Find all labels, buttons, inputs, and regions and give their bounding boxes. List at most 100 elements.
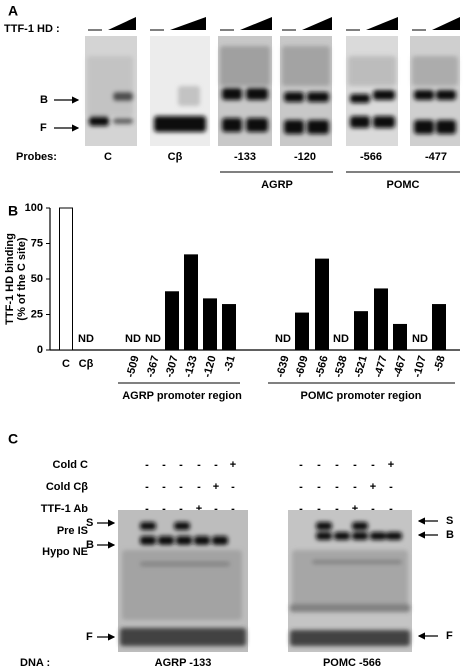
bar [222, 304, 236, 351]
gel-band [246, 118, 268, 132]
bar [184, 254, 198, 351]
probe-label: C [104, 151, 112, 163]
gel-band [386, 532, 402, 540]
sign: + [213, 481, 219, 493]
gel-band [350, 94, 370, 103]
dna-label: DNA : [20, 657, 50, 669]
bar [59, 207, 73, 351]
sign: - [317, 503, 321, 515]
band-label: B [446, 529, 454, 541]
sign: - [353, 459, 357, 471]
gel-band [334, 532, 350, 540]
band-label: B [40, 94, 48, 106]
gel-band [370, 532, 386, 540]
value-label: ND [333, 333, 349, 345]
sign: - [353, 481, 357, 493]
dose-triangle [366, 17, 398, 30]
x-tick-label: -107 [411, 354, 428, 378]
sign: - [371, 459, 375, 471]
group-label: POMC [387, 179, 420, 191]
gel-band [282, 46, 330, 86]
gel [280, 36, 332, 146]
bar [315, 258, 329, 351]
group-label: AGRP promoter region [122, 390, 242, 402]
x-tick-label: Cβ [79, 358, 94, 370]
x-tick-label: C [62, 358, 70, 370]
gel-band [414, 120, 434, 134]
gel-band [140, 536, 156, 545]
x-tick-label: -31 [222, 354, 238, 372]
sign: - [179, 503, 183, 515]
probe-label: -477 [425, 151, 447, 163]
sign: - [231, 481, 235, 493]
gel [150, 36, 210, 146]
gel-bands [154, 86, 206, 132]
dna-name: AGRP -133 [155, 657, 212, 669]
x-tick-label: -639 [274, 354, 291, 378]
probe-label: -566 [360, 151, 382, 163]
dose-triangle [170, 17, 206, 30]
bar [203, 298, 217, 351]
sign: + [352, 503, 358, 515]
y-tick-label: 75 [31, 237, 43, 249]
gel-band [292, 550, 408, 610]
sign: - [335, 481, 339, 493]
bar [165, 291, 179, 351]
x-tick-label: -58 [432, 354, 448, 372]
x-tick-label: -467 [391, 354, 408, 378]
band-label: B [86, 539, 94, 551]
sign: - [371, 503, 375, 515]
probe-label: -120 [294, 151, 316, 163]
gel-bands [290, 522, 410, 646]
sign: - [179, 481, 183, 493]
gel-band [316, 522, 332, 530]
gel [118, 510, 248, 652]
gel-band [307, 92, 329, 102]
gel-bands [282, 46, 330, 134]
x-tick-label: -566 [313, 354, 330, 378]
sign: - [389, 503, 393, 515]
gel-band [220, 46, 270, 86]
group-label: POMC promoter region [300, 390, 421, 402]
band-label: F [446, 630, 453, 642]
gel-band [120, 628, 246, 646]
gel [85, 36, 137, 146]
row-label: Cold Cβ [46, 481, 88, 493]
sign: - [335, 503, 339, 515]
gel-band [436, 120, 456, 134]
x-tick-label: -609 [293, 354, 310, 378]
gel-band [352, 532, 368, 540]
band-label: S [446, 515, 453, 527]
row-label: TTF-1 Ab [41, 503, 89, 515]
x-tick-label: -509 [124, 354, 141, 378]
bar [393, 323, 407, 351]
gel-band [307, 120, 329, 134]
gel-band [284, 120, 304, 134]
x-tick-label: -307 [163, 354, 180, 378]
gel [218, 36, 272, 146]
sign: - [162, 481, 166, 493]
row-label: Cold C [53, 459, 88, 471]
value-label: ND [78, 333, 94, 345]
y-tick-label: 0 [37, 344, 43, 356]
sign: - [335, 459, 339, 471]
bar [295, 312, 309, 351]
value-label: ND [145, 333, 161, 345]
x-tick-label: -538 [332, 354, 349, 378]
sign: - [179, 459, 183, 471]
sign: - [214, 503, 218, 515]
gel-band [89, 116, 109, 126]
gel-band [87, 56, 133, 116]
value-label: ND [275, 333, 291, 345]
gel-band [352, 522, 368, 530]
sign: + [388, 459, 394, 471]
gel-bands [87, 56, 133, 126]
sign: - [231, 503, 235, 515]
gel-bands [412, 56, 458, 134]
value-label: ND [412, 333, 428, 345]
sign: - [317, 481, 321, 493]
sign: - [162, 503, 166, 515]
gel-band [212, 536, 228, 545]
sign: - [299, 459, 303, 471]
